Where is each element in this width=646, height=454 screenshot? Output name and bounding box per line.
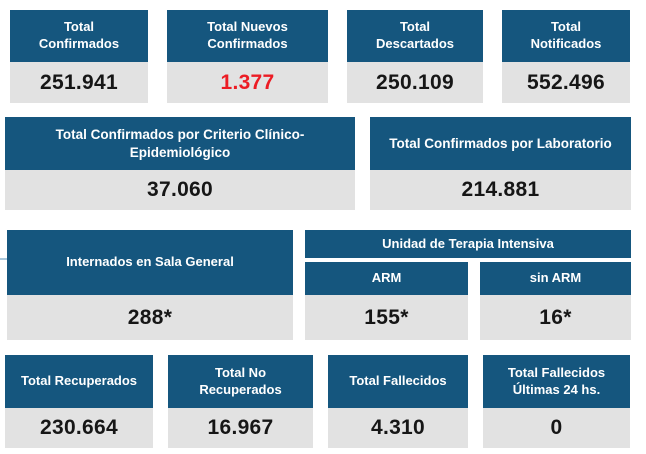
stat-card-total-fallecidos: Total Fallecidos 4.310	[328, 355, 468, 448]
card-value: 4.310	[328, 408, 468, 448]
card-header-label: Total Fallecidos Últimas 24 hs.	[483, 355, 630, 408]
card-value: 552.496	[502, 62, 630, 103]
stat-card-total-no-recuperados: Total No Recuperados 16.967	[168, 355, 313, 448]
card-header-label: Internados en Sala General	[7, 230, 293, 295]
card-header-label: Total Confirmados	[10, 10, 148, 62]
stat-card-internados-sala-general: Internados en Sala General 288*	[7, 230, 293, 340]
icu-section: Unidad de Terapia Intensiva	[305, 230, 631, 258]
card-value: 214.881	[370, 170, 631, 210]
card-value: 16.967	[168, 408, 313, 448]
stat-card-total-nuevos-confirmados: Total Nuevos Confirmados 1.377	[167, 10, 328, 103]
icu-section-header: Unidad de Terapia Intensiva	[305, 230, 631, 258]
card-header-label: sin ARM	[480, 262, 631, 295]
card-header-label: Total Confirmados por Laboratorio	[370, 117, 631, 170]
stat-card-fallecidos-24hs: Total Fallecidos Últimas 24 hs. 0	[483, 355, 630, 448]
edge-tick-decoration	[0, 258, 7, 260]
card-header-label: Total Fallecidos	[328, 355, 468, 408]
card-value: 288*	[7, 295, 293, 340]
card-header-label: Total Notificados	[502, 10, 630, 62]
card-value: 16*	[480, 295, 631, 340]
card-value: 37.060	[5, 170, 355, 210]
card-value: 250.109	[347, 62, 483, 103]
stat-card-confirmados-laboratorio: Total Confirmados por Laboratorio 214.88…	[370, 117, 631, 210]
card-header-label: Total Confirmados por Criterio Clínico-E…	[5, 117, 355, 170]
card-value: 230.664	[5, 408, 153, 448]
stat-card-total-confirmados: Total Confirmados 251.941	[10, 10, 148, 103]
card-value-highlight: 1.377	[167, 62, 328, 103]
card-value: 251.941	[10, 62, 148, 103]
stat-card-confirmados-criterio-clinico: Total Confirmados por Criterio Clínico-E…	[5, 117, 355, 210]
card-header-label: Total No Recuperados	[168, 355, 313, 408]
card-header-label: Total Recuperados	[5, 355, 153, 408]
card-value: 155*	[305, 295, 468, 340]
card-value: 0	[483, 408, 630, 448]
stat-card-icu-sin-arm: sin ARM 16*	[480, 262, 631, 340]
stat-card-total-notificados: Total Notificados 552.496	[502, 10, 630, 103]
stat-card-total-descartados: Total Descartados 250.109	[347, 10, 483, 103]
stat-card-icu-arm: ARM 155*	[305, 262, 468, 340]
card-header-label: ARM	[305, 262, 468, 295]
card-header-label: Total Descartados	[347, 10, 483, 62]
card-header-label: Total Nuevos Confirmados	[167, 10, 328, 62]
stat-card-total-recuperados: Total Recuperados 230.664	[5, 355, 153, 448]
